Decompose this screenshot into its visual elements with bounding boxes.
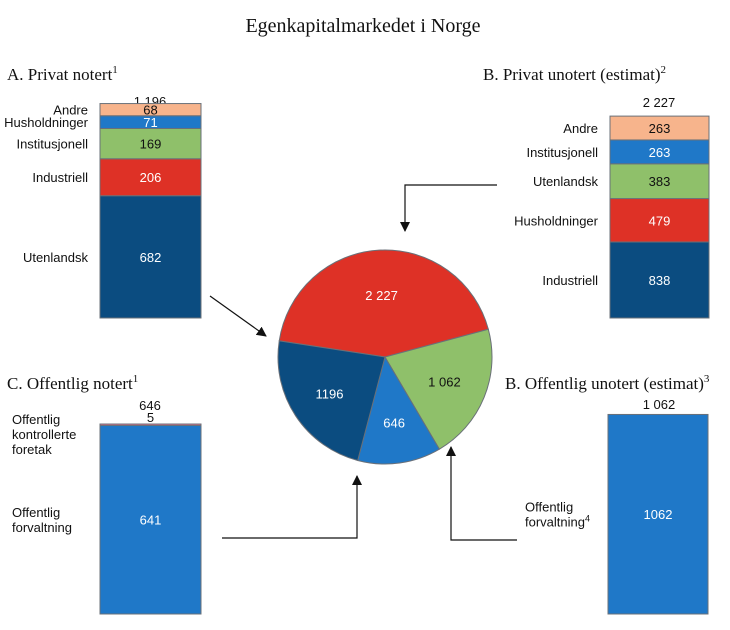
panel-a-institusjonell-category-label: Institusjonell xyxy=(16,137,88,152)
pie-slice-privat-notert xyxy=(277,340,386,462)
panel-b1-title: B. Privat unotert (estimat)2 xyxy=(483,64,666,84)
panel-b1-andre-value-label: 263 xyxy=(649,121,671,136)
panel-b2-title: B. Offentlig unotert (estimat)3 xyxy=(505,373,710,393)
panel-b1-utenlandsk-value-label: 383 xyxy=(649,174,671,189)
pie-slice-offentlig-unotert-label: 1 062 xyxy=(428,374,461,389)
panel-a-title-text: A. Privat notert xyxy=(7,65,113,84)
panel-b1-husholdninger-segment xyxy=(609,198,710,243)
arrow-c-to-pie xyxy=(222,475,362,539)
panel-b1-stacked-bar: 838 Industriell 479 Husholdninger 383 Utenlan… xyxy=(514,115,710,319)
panel-a-industriell-category-label: Industriell xyxy=(32,170,88,185)
arrow-a-to-pie xyxy=(209,295,267,337)
arrow-b1-to-pie xyxy=(400,184,497,232)
panel-b1-total: 2 227 xyxy=(643,95,676,110)
panel-a-husholdninger-category-label: Husholdninger xyxy=(4,115,89,130)
panel-a-andre-category-label: Andre xyxy=(53,103,88,118)
panel-b2-offentlig-forvaltning-category-label: Offentlig forvaltning4 xyxy=(525,500,590,530)
panel-b1-utenlandsk-segment xyxy=(609,163,710,200)
panel-a-industriell-segment xyxy=(99,158,202,197)
panel-b2-stacked-bar: 1062 Offentlig forvaltning4 xyxy=(525,413,709,615)
panel-c-offentlig-kontrollerte-foretak-category-label: Offentlig kontrollerte foretak xyxy=(12,412,76,457)
panel-b1-industriell-value-label: 838 xyxy=(649,273,671,288)
panel-a-institusjonell-segment xyxy=(99,127,202,160)
pie-slice-privat-unotert xyxy=(278,249,489,358)
panel-b1-andre-segment xyxy=(609,115,710,141)
panel-a-utenlandsk-segment xyxy=(99,195,202,319)
panel-a-footnote: 1 xyxy=(112,64,118,76)
panel-b1-institusjonell-value-label: 263 xyxy=(649,145,671,160)
panel-b1-institusjonell-category-label: Institusjonell xyxy=(526,145,598,160)
panel-a-utenlandsk-value-label: 682 xyxy=(140,250,162,265)
panel-c-offentlig-forvaltning-value-label: 641 xyxy=(140,513,162,528)
panel-b2-offentlig-forvaltning-value-label: 1062 xyxy=(644,507,673,522)
panel-b1-husholdninger-value-label: 479 xyxy=(649,213,671,228)
panel-c-offentlig-kontrollerte-foretak-segment xyxy=(99,423,202,426)
panel-a-husholdninger-value-label: 71 xyxy=(143,115,157,130)
pie-chart: 2 227 1 062 646 1196 xyxy=(277,249,493,465)
panel-b2-total: 1 062 xyxy=(643,397,676,412)
panel-b2-offentlig-forvaltning-footnote: 4 xyxy=(585,514,590,524)
panel-c-offentlig-forvaltning-segment xyxy=(99,424,202,615)
panel-a-title: A. Privat notert1 xyxy=(7,64,118,84)
pie-slice-privat-unotert-label: 2 227 xyxy=(365,288,398,303)
figure-title: Egenkapitalmarkedet i Norge xyxy=(245,15,480,37)
panel-b1-footnote: 2 xyxy=(661,64,667,76)
panel-a-utenlandsk-category-label: Utenlandsk xyxy=(23,250,89,265)
panel-a-andre-value-label: 68 xyxy=(143,103,157,118)
panel-a-industriell-value-label: 206 xyxy=(140,170,162,185)
panel-c-title-text: C. Offentlig notert xyxy=(7,374,133,393)
arrow-b2-to-pie xyxy=(446,446,517,541)
panel-b1-husholdninger-category-label: Husholdninger xyxy=(514,213,599,228)
panel-c-stacked-bar: 641 Offentlig forvaltning 5 Offentlig kontrol… xyxy=(12,410,202,615)
panel-b2-footnote: 3 xyxy=(704,373,710,385)
panel-c-title: C. Offentlig notert1 xyxy=(7,373,138,393)
panel-b2-offentlig-forvaltning-segment xyxy=(607,413,709,615)
pie-slice-offentlig-unotert xyxy=(384,328,493,450)
panel-b1-andre-category-label: Andre xyxy=(563,121,598,136)
panel-c-offentlig-forvaltning-category-label: Offentlig forvaltning xyxy=(12,505,72,535)
panel-b2-title-text: B. Offentlig unotert (estimat) xyxy=(505,374,704,393)
panel-c-total: 646 xyxy=(139,398,161,413)
pie-slice-offentlig-notert-label: 646 xyxy=(383,416,405,431)
panel-c-offentlig-kontrollerte-foretak-value-label: 5 xyxy=(147,410,154,425)
pie-slice-privat-notert-label: 1196 xyxy=(316,386,344,401)
panel-b1-utenlandsk-category-label: Utenlandsk xyxy=(533,174,599,189)
panel-a-andre-segment xyxy=(99,103,202,117)
panel-a-institusjonell-value-label: 169 xyxy=(140,137,162,152)
panel-b1-industriell-category-label: Industriell xyxy=(542,273,598,288)
panel-a-stacked-bar: 682 Utenlandsk 206 Industriell 169 Institusjo… xyxy=(4,103,202,319)
panel-b1-industriell-segment xyxy=(609,241,710,319)
panel-c-footnote: 1 xyxy=(133,373,139,385)
panel-b1-title-text: B. Privat unotert (estimat) xyxy=(483,65,661,84)
